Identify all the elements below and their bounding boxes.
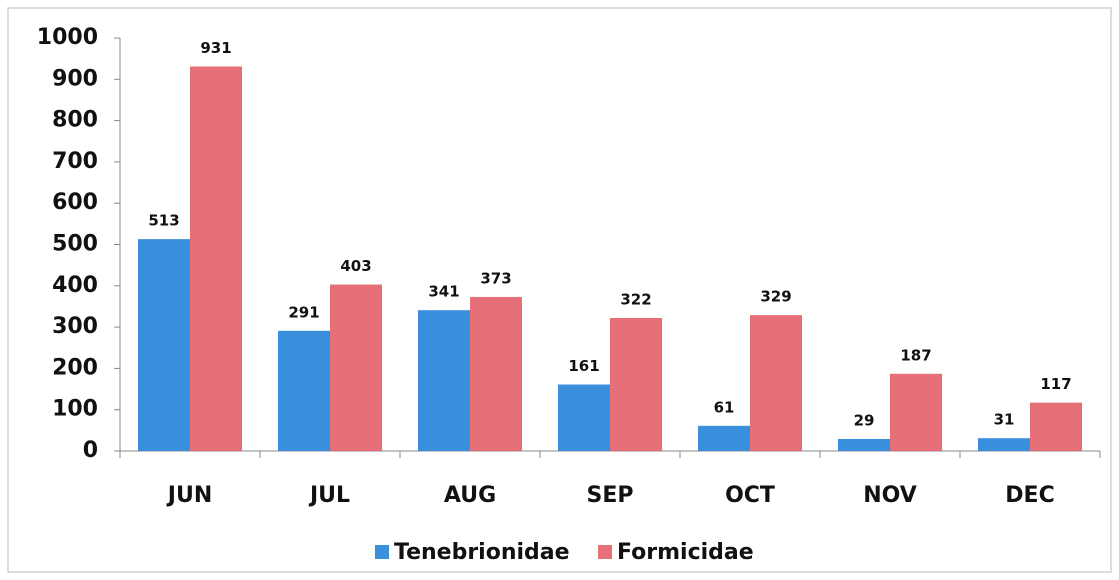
bar bbox=[750, 315, 802, 451]
bar bbox=[418, 310, 470, 451]
x-tick-label: JUN bbox=[166, 483, 212, 508]
x-tick-label: AUG bbox=[444, 483, 496, 508]
legend-label: Formicidae bbox=[617, 540, 754, 565]
value-label: 403 bbox=[340, 257, 371, 275]
x-tick-label: NOV bbox=[863, 483, 917, 508]
bar bbox=[558, 384, 610, 451]
value-label: 161 bbox=[568, 357, 599, 375]
bar bbox=[610, 318, 662, 451]
bar bbox=[470, 296, 522, 451]
x-tick-label: SEP bbox=[587, 483, 634, 508]
bar bbox=[890, 373, 942, 451]
y-tick-label: 1000 bbox=[37, 25, 98, 50]
x-tick-label: JUL bbox=[308, 483, 350, 508]
x-tick-label: DEC bbox=[1005, 483, 1054, 508]
bar bbox=[838, 439, 890, 451]
y-tick-label: 900 bbox=[52, 66, 98, 91]
y-tick-label: 700 bbox=[52, 149, 98, 174]
legend-swatch bbox=[598, 545, 612, 559]
y-tick-label: 800 bbox=[52, 108, 98, 133]
x-tick-label: OCT bbox=[725, 483, 775, 508]
value-label: 373 bbox=[480, 269, 511, 287]
value-label: 117 bbox=[1040, 375, 1071, 393]
value-label: 61 bbox=[714, 398, 735, 416]
bar bbox=[698, 425, 750, 451]
value-label: 513 bbox=[148, 212, 179, 230]
bar bbox=[190, 66, 242, 451]
value-label: 31 bbox=[994, 411, 1015, 429]
y-tick-label: 200 bbox=[52, 355, 98, 380]
bar bbox=[978, 438, 1030, 451]
value-label: 322 bbox=[620, 291, 651, 309]
legend-label: Tenebrionidae bbox=[394, 540, 570, 565]
y-tick-label: 0 bbox=[83, 438, 98, 463]
bar bbox=[138, 239, 190, 451]
value-label: 291 bbox=[288, 303, 319, 321]
y-tick-label: 600 bbox=[52, 190, 98, 215]
value-label: 341 bbox=[428, 283, 459, 301]
bar bbox=[330, 284, 382, 451]
value-label: 329 bbox=[760, 288, 791, 306]
y-tick-label: 400 bbox=[52, 273, 98, 298]
value-label: 29 bbox=[854, 412, 875, 430]
value-label: 187 bbox=[900, 346, 931, 364]
legend-swatch bbox=[375, 545, 389, 559]
bar bbox=[278, 330, 330, 451]
bar bbox=[1030, 402, 1082, 451]
y-tick-label: 300 bbox=[52, 314, 98, 339]
y-tick-label: 500 bbox=[52, 232, 98, 257]
y-tick-label: 100 bbox=[52, 397, 98, 422]
value-label: 931 bbox=[200, 39, 231, 57]
